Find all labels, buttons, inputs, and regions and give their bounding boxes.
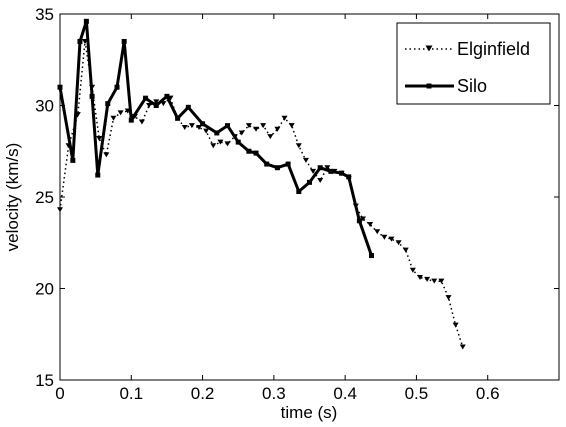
series-silo-point	[128, 117, 134, 123]
series-silo-point	[346, 174, 352, 180]
series-silo-point	[89, 93, 95, 99]
series-elginfield-point	[224, 141, 231, 147]
series-elginfield-point	[110, 115, 117, 121]
y-tick-label: 35	[35, 5, 54, 24]
series-silo-point	[274, 165, 280, 171]
series-silo-point	[77, 38, 83, 44]
series-elginfield-point	[238, 130, 245, 136]
y-tick-label: 30	[35, 97, 54, 116]
series-elginfield-point	[324, 165, 331, 171]
series-silo-point	[339, 170, 345, 176]
series-silo-point	[235, 139, 241, 145]
series-silo-point	[307, 179, 312, 185]
series-elginfield-point	[103, 152, 110, 158]
x-tick-label: 0.1	[119, 384, 143, 403]
series-elginfield-point	[288, 123, 295, 129]
series-elginfield-point	[402, 247, 409, 253]
x-tick-label: 0.6	[476, 384, 500, 403]
y-axis: 15 20 25 30 35	[35, 5, 559, 390]
x-tick-label: 0.3	[262, 384, 286, 403]
series-elginfield-point	[203, 128, 210, 134]
series-elginfield-point	[146, 103, 153, 108]
series-elginfield-point	[359, 216, 366, 222]
legend-elginfield-label: Elginfield	[457, 39, 530, 59]
series-silo-point	[200, 121, 206, 127]
series-elginfield-point	[452, 322, 459, 328]
series-silo-point	[114, 84, 120, 90]
series-silo-point	[285, 161, 291, 167]
series-silo-point	[95, 172, 101, 178]
series-elginfield-point	[267, 134, 274, 140]
series-elginfield-point	[395, 240, 402, 246]
legend-silo-label: Silo	[457, 76, 487, 96]
series-silo-point	[143, 95, 149, 101]
y-tick-label: 20	[35, 280, 54, 299]
series-elginfield-point	[317, 178, 324, 184]
x-axis: 0 0.1 0.2 0.3 0.4 0.5 0.6	[55, 14, 500, 403]
series-layer	[57, 18, 466, 350]
series-silo-point	[70, 157, 76, 163]
series-elginfield-point	[274, 126, 281, 132]
series-silo-point	[175, 115, 181, 121]
series-silo-point	[246, 148, 252, 154]
legend: Elginfield Silo	[396, 22, 551, 105]
series-elginfield-point	[96, 135, 103, 141]
x-tick-label: 0.5	[405, 384, 429, 403]
series-elginfield-point	[381, 234, 388, 240]
series-elginfield-point	[374, 229, 381, 235]
series-elginfield-point	[438, 278, 445, 284]
series-silo-point	[356, 218, 362, 224]
x-tick-label: 0.4	[333, 384, 357, 403]
series-elginfield-point	[431, 278, 438, 284]
series-silo-point	[369, 253, 375, 259]
series-silo-point	[185, 104, 191, 110]
legend-box	[396, 22, 551, 105]
series-elginfield-point	[416, 275, 423, 281]
series-elginfield-point	[153, 99, 160, 105]
series-silo-point	[328, 168, 334, 174]
y-axis-label: velocity (km/s)	[3, 143, 22, 252]
series-silo-point	[57, 84, 63, 90]
legend-silo-marker	[426, 83, 432, 89]
series-elginfield-point	[445, 295, 452, 301]
series-elginfield-point	[409, 267, 416, 273]
legend-elginfield-marker	[425, 45, 433, 52]
series-elginfield-point	[310, 168, 317, 174]
series-elginfield-point	[260, 123, 267, 129]
series-silo-point	[214, 130, 220, 136]
series-elginfield-point	[302, 157, 309, 163]
series-elginfield-point	[367, 221, 374, 227]
x-tick-label: 0	[55, 384, 64, 403]
series-silo-point	[264, 161, 270, 167]
series-silo-point	[253, 150, 259, 156]
series-silo-point	[296, 189, 302, 195]
series-silo-point	[83, 18, 89, 24]
series-elginfield-point	[117, 110, 124, 116]
series-elginfield-point	[210, 143, 217, 149]
series-elginfield-point	[295, 143, 302, 149]
series-elginfield-point	[57, 207, 63, 213]
series-elginfield-point	[138, 119, 145, 125]
series-elginfield-point	[281, 115, 288, 121]
series-silo-point	[105, 101, 111, 107]
series-elginfield-point	[459, 344, 466, 350]
series-elginfield-point	[188, 123, 195, 129]
series-silo-point	[153, 103, 159, 108]
series-elginfield-point	[217, 139, 224, 145]
series-silo-point	[121, 38, 127, 44]
series-elginfield-point	[181, 124, 188, 130]
series-elginfield-point	[424, 276, 431, 282]
y-tick-label: 15	[35, 371, 54, 390]
y-tick-label: 25	[35, 188, 54, 207]
series-elginfield-point	[388, 236, 395, 242]
series-silo-point	[164, 93, 170, 99]
series-silo-point	[225, 123, 231, 129]
x-axis-label: time (s)	[281, 403, 338, 422]
x-tick-label: 0.2	[191, 384, 215, 403]
series-elginfield-point	[253, 126, 260, 132]
series-silo-point	[317, 165, 323, 171]
series-elginfield-point	[245, 123, 252, 129]
